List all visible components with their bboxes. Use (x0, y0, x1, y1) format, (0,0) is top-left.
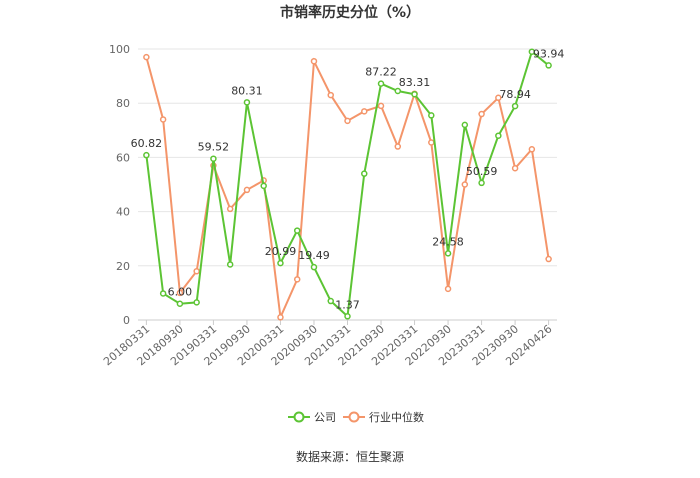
data-label: 19.49 (298, 249, 330, 262)
point (260, 182, 267, 190)
point (310, 263, 318, 271)
point (277, 314, 284, 321)
point (528, 146, 536, 153)
data-label: 50.59 (466, 165, 498, 178)
point (478, 179, 485, 187)
data-label: 6.00 (168, 286, 193, 299)
legend-item[interactable]: 行业中位数 (343, 410, 424, 424)
series-line (145, 56, 550, 322)
data-label: 78.94 (499, 88, 531, 101)
y-tick-label: 0 (123, 314, 130, 327)
point (545, 255, 552, 263)
y-tick-label: 60 (116, 151, 130, 164)
point (193, 299, 200, 306)
source: 数据来源：恒生聚源 (296, 449, 404, 464)
point (495, 94, 502, 102)
data-label: 20.99 (265, 245, 297, 258)
point (193, 267, 200, 275)
point (545, 62, 552, 69)
point (277, 259, 284, 267)
point (361, 108, 368, 115)
data-label: 83.31 (399, 76, 431, 89)
point (377, 102, 385, 110)
y-tick-label: 100 (109, 43, 130, 56)
legend-marker (348, 411, 360, 423)
point (461, 181, 469, 188)
point (495, 132, 502, 139)
y-tick-label: 20 (116, 260, 130, 273)
point (444, 250, 452, 257)
point (293, 227, 301, 234)
point (243, 99, 251, 106)
data-label: 60.82 (131, 137, 163, 150)
point (310, 57, 318, 65)
point (428, 112, 435, 119)
point (361, 170, 368, 177)
y-tick-label: 80 (116, 97, 130, 110)
point (528, 48, 536, 55)
point (159, 116, 167, 123)
point (411, 90, 418, 98)
point (428, 139, 435, 146)
data-label: 1.37 (335, 298, 360, 311)
point (344, 117, 351, 125)
data-label: 93.94 (533, 47, 565, 60)
legend-marker (293, 411, 305, 423)
point (293, 276, 301, 283)
point (226, 261, 234, 268)
point (226, 205, 234, 213)
point (478, 110, 485, 118)
point (143, 53, 150, 61)
point (243, 186, 251, 194)
legend-label: 公司 (314, 411, 336, 424)
point (394, 143, 402, 150)
data-label: 59.52 (198, 141, 230, 154)
point (511, 164, 519, 172)
point (394, 87, 402, 95)
y-tick-label: 40 (116, 206, 130, 219)
point (344, 313, 351, 320)
series-line (145, 49, 550, 319)
chart-title: 市销率历史分位（%） (280, 4, 420, 21)
point (461, 121, 469, 129)
legend-label: 行业中位数 (369, 410, 424, 424)
point (327, 91, 334, 99)
data-label: 87.22 (365, 66, 397, 79)
point (176, 289, 184, 297)
legend-item[interactable]: 公司 (288, 411, 336, 424)
point (444, 285, 452, 293)
point (159, 290, 167, 297)
data-label: 80.31 (231, 84, 263, 97)
point (327, 297, 334, 305)
point (176, 300, 184, 307)
data-label: 24.58 (432, 235, 464, 248)
point (143, 151, 150, 159)
point (210, 155, 217, 162)
point (511, 102, 519, 110)
point (377, 80, 385, 87)
